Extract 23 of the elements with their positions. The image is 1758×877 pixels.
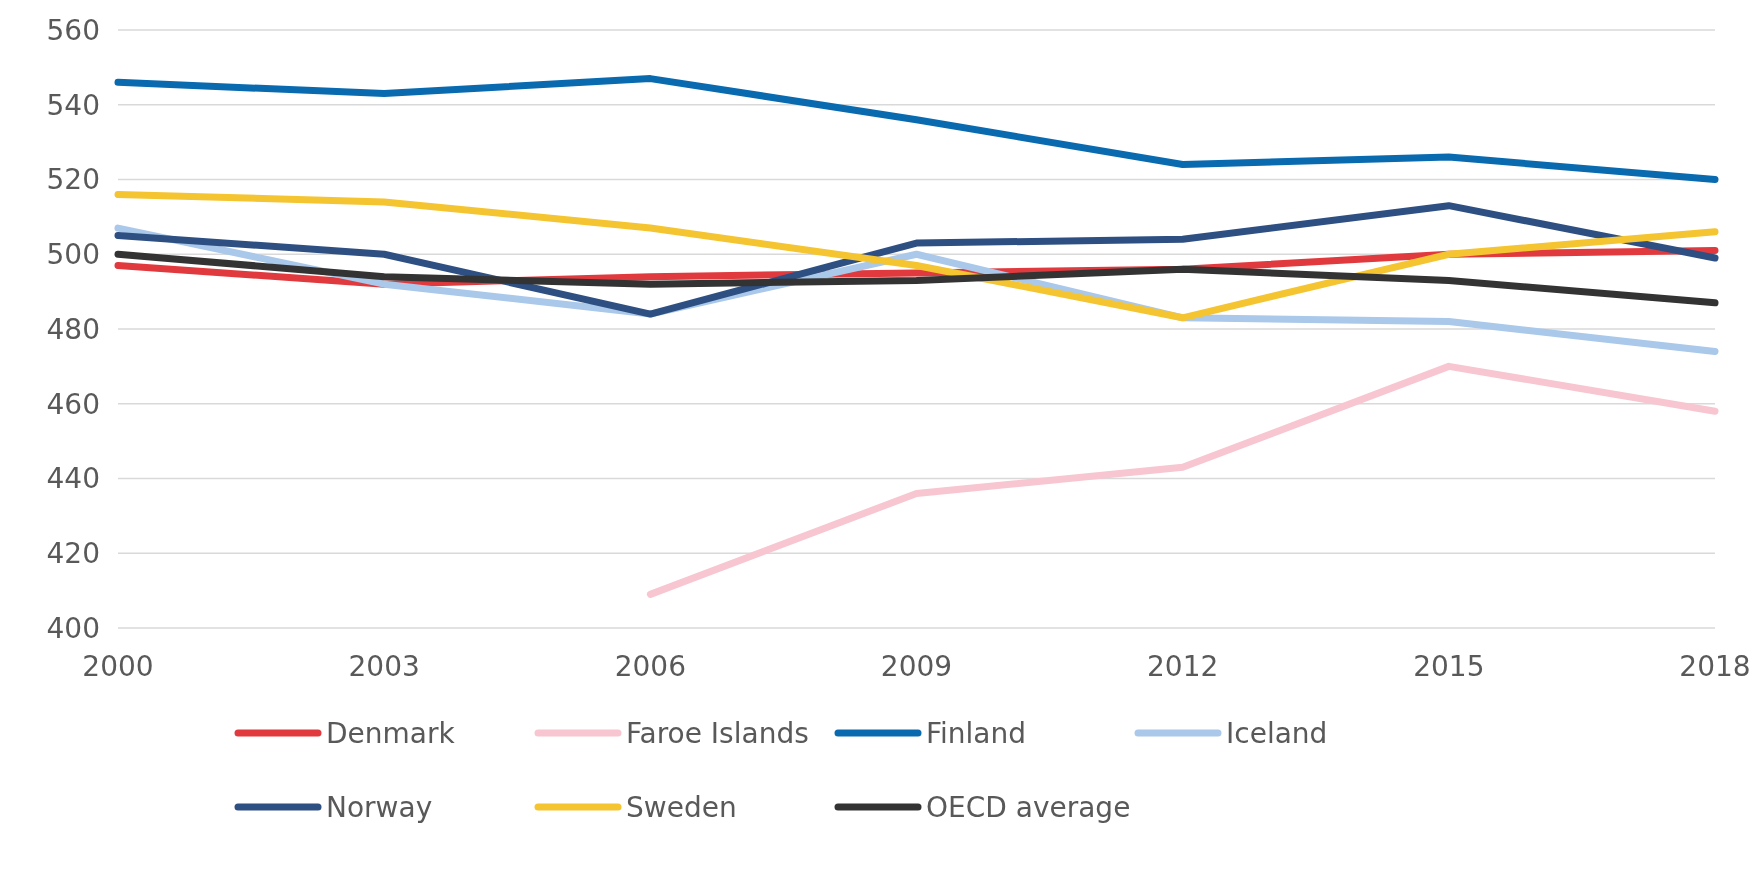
y-tick-label: 540 <box>46 88 100 122</box>
y-tick-label: 420 <box>46 537 100 571</box>
x-tick-label: 2009 <box>880 650 953 683</box>
legend-label: Finland <box>926 716 1027 750</box>
legend-label: Sweden <box>626 790 737 824</box>
y-tick-label: 400 <box>46 611 100 645</box>
legend-label: Norway <box>326 790 433 824</box>
y-tick-label: 500 <box>46 238 100 272</box>
x-tick-label: 2018 <box>1679 650 1751 683</box>
legend-label: Faroe Islands <box>626 716 809 750</box>
x-tick-label: 2003 <box>348 650 420 683</box>
x-tick-label: 2000 <box>82 650 154 683</box>
y-tick-label: 560 <box>46 13 100 47</box>
legend-label: Denmark <box>326 716 456 750</box>
y-tick-label: 440 <box>46 462 100 496</box>
x-tick-label: 2006 <box>614 650 686 683</box>
y-tick-label: 480 <box>46 312 100 346</box>
legend-label: Iceland <box>1226 716 1328 750</box>
x-tick-label: 2012 <box>1147 650 1219 683</box>
y-tick-label: 520 <box>46 163 100 197</box>
y-tick-label: 460 <box>46 387 100 421</box>
legend-label: OECD average <box>926 790 1131 824</box>
x-tick-label: 2015 <box>1413 650 1485 683</box>
